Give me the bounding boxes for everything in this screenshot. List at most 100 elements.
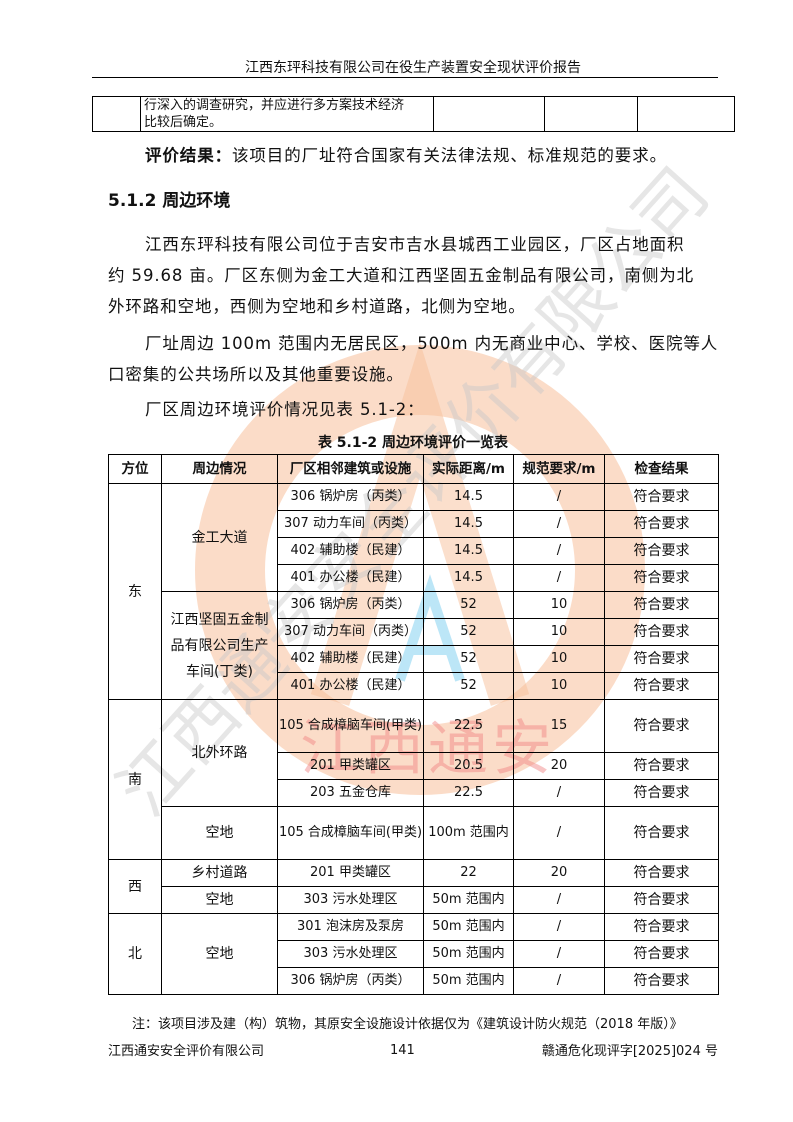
check-result-cell: 符合要求 xyxy=(604,672,719,700)
paragraph-line: 约 59.68 亩。厂区东侧为金工大道和江西坚固五金制品有限公司，南侧为北 xyxy=(108,266,695,285)
actual-distance-cell: 50m 范围内 xyxy=(423,913,514,941)
actual-distance-cell: 52 xyxy=(423,645,514,673)
actual-distance-cell: 100m 范围内 xyxy=(423,806,514,860)
table-note: 注：该项目涉及建（构）筑物，其原安全设施设计依据仅为《建筑设计防火规范（2018… xyxy=(132,1017,683,1032)
required-distance-cell: / xyxy=(513,510,605,538)
actual-distance-cell: 50m 范围内 xyxy=(423,886,514,914)
paragraph-line: 口密集的公共场所以及其他重要设施。 xyxy=(108,365,404,384)
table-row: 江西坚固五金制品有限公司生产车间(丁类) 306 锅炉房（丙类） 52 10 符合要求 xyxy=(109,591,719,700)
header-divider xyxy=(92,77,718,78)
required-distance-cell: / xyxy=(513,779,605,807)
surroundings-table: 方位 周边情况 厂区相邻建筑或设施 实际距离/m 规范要求/m 检查结果 东金工… xyxy=(108,454,719,995)
required-distance-cell: 15 xyxy=(513,699,605,753)
actual-distance-cell: 20.5 xyxy=(423,752,514,780)
table-caption: 表 5.1-2 周边环境评价一览表 xyxy=(317,435,509,451)
check-result-cell: 符合要求 xyxy=(604,483,719,511)
surroundings-cell: 空地 xyxy=(161,913,278,995)
required-distance-cell: 10 xyxy=(513,591,605,619)
required-distance-cell: 20 xyxy=(513,859,605,887)
footer-company: 江西通安安全评价有限公司 xyxy=(108,1044,265,1059)
required-distance-cell: / xyxy=(513,537,605,565)
check-result-cell: 符合要求 xyxy=(604,618,719,646)
table-row: 303 污水处理区 50m 范围内 / 符合要求 xyxy=(109,940,719,968)
surroundings-cell: 乡村道路 xyxy=(161,859,278,887)
facility-cell: 306 锅炉房（丙类） xyxy=(277,967,424,995)
footer-doc-number: 赣通危化现评字[2025]024 号 xyxy=(541,1044,718,1059)
required-distance-cell: / xyxy=(513,886,605,914)
facility-cell: 203 五金仓库 xyxy=(277,779,424,807)
paragraph-line: 厂址周边 100m 范围内无居民区，500m 内无商业中心、学校、医院等人 xyxy=(145,334,719,353)
required-distance-cell: / xyxy=(513,967,605,995)
table-row: 空地 105 合成樟脑车间(甲类) 100m 范围内 / 符合要求 xyxy=(109,806,719,860)
surroundings-cell: 江西坚固五金制品有限公司生产车间(丁类) xyxy=(161,591,278,700)
required-distance-cell: 10 xyxy=(513,672,605,700)
facility-cell: 401 办公楼（民建） xyxy=(277,564,424,592)
direction-cell: 东 xyxy=(108,483,162,700)
required-distance-cell: / xyxy=(513,483,605,511)
table-row: 北空地 301 泡沫房及泵房 50m 范围内 / 符合要求 xyxy=(108,913,719,995)
check-result-cell: 符合要求 xyxy=(604,940,719,968)
required-distance-cell: / xyxy=(513,940,605,968)
facility-cell: 402 辅助楼（民建） xyxy=(277,537,424,565)
actual-distance-cell: 52 xyxy=(423,591,514,619)
actual-distance-cell: 52 xyxy=(423,672,514,700)
check-result-cell: 符合要求 xyxy=(604,537,719,565)
facility-cell: 306 锅炉房（丙类） xyxy=(277,591,424,619)
table-cell: 行深入的调查研究，并应进行多方案技术经济 比较后确定。 xyxy=(140,96,434,132)
actual-distance-cell: 14.5 xyxy=(423,564,514,592)
table-row: 306 锅炉房（丙类） 50m 范围内 / 符合要求 xyxy=(109,967,719,995)
table-row: 203 五金仓库 22.5/符合要求 xyxy=(109,779,719,807)
table-row: 东金工大道 306 锅炉房（丙类） 14.5/符合要求 xyxy=(108,483,719,700)
continued-table: 行深入的调查研究，并应进行多方案技术经济 比较后确定。 xyxy=(92,96,735,132)
check-result-cell: 符合要求 xyxy=(604,859,719,887)
check-result-cell: 符合要求 xyxy=(604,591,719,619)
actual-distance-cell: 22.5 xyxy=(423,779,514,807)
table-row: 空地 303 污水处理区 50m 范围内 / 符合要求 xyxy=(109,886,719,914)
actual-distance-cell: 14.5 xyxy=(423,537,514,565)
facility-cell: 401 办公楼（民建） xyxy=(277,672,424,700)
paragraph-line: 外环路和空地，西侧为空地和乡村道路，北侧为空地。 xyxy=(108,297,526,316)
actual-distance-cell: 52 xyxy=(423,618,514,646)
facility-cell: 303 污水处理区 xyxy=(277,886,424,914)
table-row: 西乡村道路 201 甲类罐区 22 20 符合要求 xyxy=(108,859,719,914)
check-result-cell: 符合要求 xyxy=(604,967,719,995)
check-result-cell: 符合要求 xyxy=(604,752,719,780)
table-row: 南北外环路 105 合成樟脑车间(甲类) 22.5 15 符合要求 xyxy=(108,699,719,860)
paragraph-line: 厂区周边环境评价情况见表 5.1-2： xyxy=(145,400,425,419)
actual-distance-cell: 50m 范围内 xyxy=(423,940,514,968)
surroundings-cell: 空地 xyxy=(161,806,278,860)
required-distance-cell: 10 xyxy=(513,618,605,646)
required-distance-cell: 10 xyxy=(513,645,605,673)
check-result-cell: 符合要求 xyxy=(604,806,719,860)
evaluation-result: 评价结果：该项目的厂址符合国家有关法律法规、标准规范的要求。 xyxy=(145,146,667,165)
direction-cell: 西 xyxy=(108,859,162,914)
facility-cell: 105 合成樟脑车间(甲类) xyxy=(277,699,424,753)
actual-distance-cell: 22 xyxy=(423,859,514,887)
direction-cell: 南 xyxy=(108,699,162,860)
check-result-cell: 符合要求 xyxy=(604,886,719,914)
facility-cell: 307 动力车间（丙类） xyxy=(277,510,424,538)
check-result-cell: 符合要求 xyxy=(604,913,719,941)
surroundings-cell: 北外环路 xyxy=(161,699,278,807)
facility-cell: 402 辅助楼（民建） xyxy=(277,645,424,673)
facility-cell: 201 甲类罐区 xyxy=(277,752,424,780)
table-row: 401 办公楼（民建） 52 10 符合要求 xyxy=(109,672,719,700)
actual-distance-cell: 14.5 xyxy=(423,483,514,511)
check-result-cell: 符合要求 xyxy=(604,779,719,807)
facility-cell: 306 锅炉房（丙类） xyxy=(277,483,424,511)
direction-cell: 北 xyxy=(108,913,162,995)
actual-distance-cell: 14.5 xyxy=(423,510,514,538)
table-header-row: 方位 周边情况 厂区相邻建筑或设施 实际距离/m 规范要求/m 检查结果 xyxy=(108,454,719,484)
facility-cell: 105 合成樟脑车间(甲类) xyxy=(277,806,424,860)
facility-cell: 307 动力车间（丙类） xyxy=(277,618,424,646)
facility-cell: 301 泡沫房及泵房 xyxy=(277,913,424,941)
section-title: 5.1.2 周边环境 xyxy=(108,191,231,211)
check-result-cell: 符合要求 xyxy=(604,510,719,538)
check-result-cell: 符合要求 xyxy=(604,564,719,592)
paragraph-line: 江西东玶科技有限公司位于吉安市吉水县城西工业园区，厂区占地面积 xyxy=(145,235,685,254)
table-row: 307 动力车间（丙类） 52 10 符合要求 xyxy=(109,618,719,646)
required-distance-cell: / xyxy=(513,806,605,860)
table-row: 401 办公楼（民建） 14.5/符合要求 xyxy=(109,564,719,592)
page-header: 江西东玶科技有限公司在役生产装置安全现状评价报告 xyxy=(245,60,581,76)
check-result-cell: 符合要求 xyxy=(604,645,719,673)
